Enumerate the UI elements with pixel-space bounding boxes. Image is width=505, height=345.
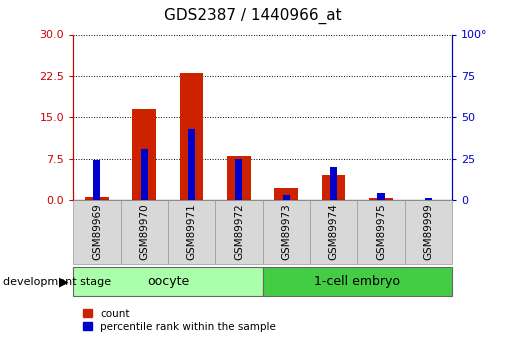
Bar [274,188,298,200]
Bar [132,109,156,200]
Text: GSM89969: GSM89969 [92,204,102,260]
Bar [369,198,393,200]
Bar [322,175,345,200]
Bar [93,160,100,200]
Bar [377,194,384,200]
Text: GDS2387 / 1440966_at: GDS2387 / 1440966_at [164,8,341,23]
Bar [85,197,109,200]
Bar [330,167,337,200]
Legend: count, percentile rank within the sample: count, percentile rank within the sample [83,309,276,332]
Text: ▶: ▶ [59,275,68,288]
Text: development stage: development stage [3,277,111,286]
Text: GSM89971: GSM89971 [186,204,196,260]
Text: GSM89972: GSM89972 [234,204,244,260]
Text: GSM89973: GSM89973 [281,204,291,260]
Bar [188,129,195,200]
Text: GSM89999: GSM89999 [423,204,433,260]
Text: GSM89974: GSM89974 [329,204,339,260]
Bar [235,159,242,200]
Text: 1-cell embryo: 1-cell embryo [314,275,400,288]
Bar [283,195,290,200]
Text: GSM89970: GSM89970 [139,204,149,260]
Bar [227,156,251,200]
Bar [141,149,148,200]
Text: oocyte: oocyte [147,275,189,288]
Bar [180,73,204,200]
Text: GSM89975: GSM89975 [376,204,386,260]
Bar [425,198,432,200]
